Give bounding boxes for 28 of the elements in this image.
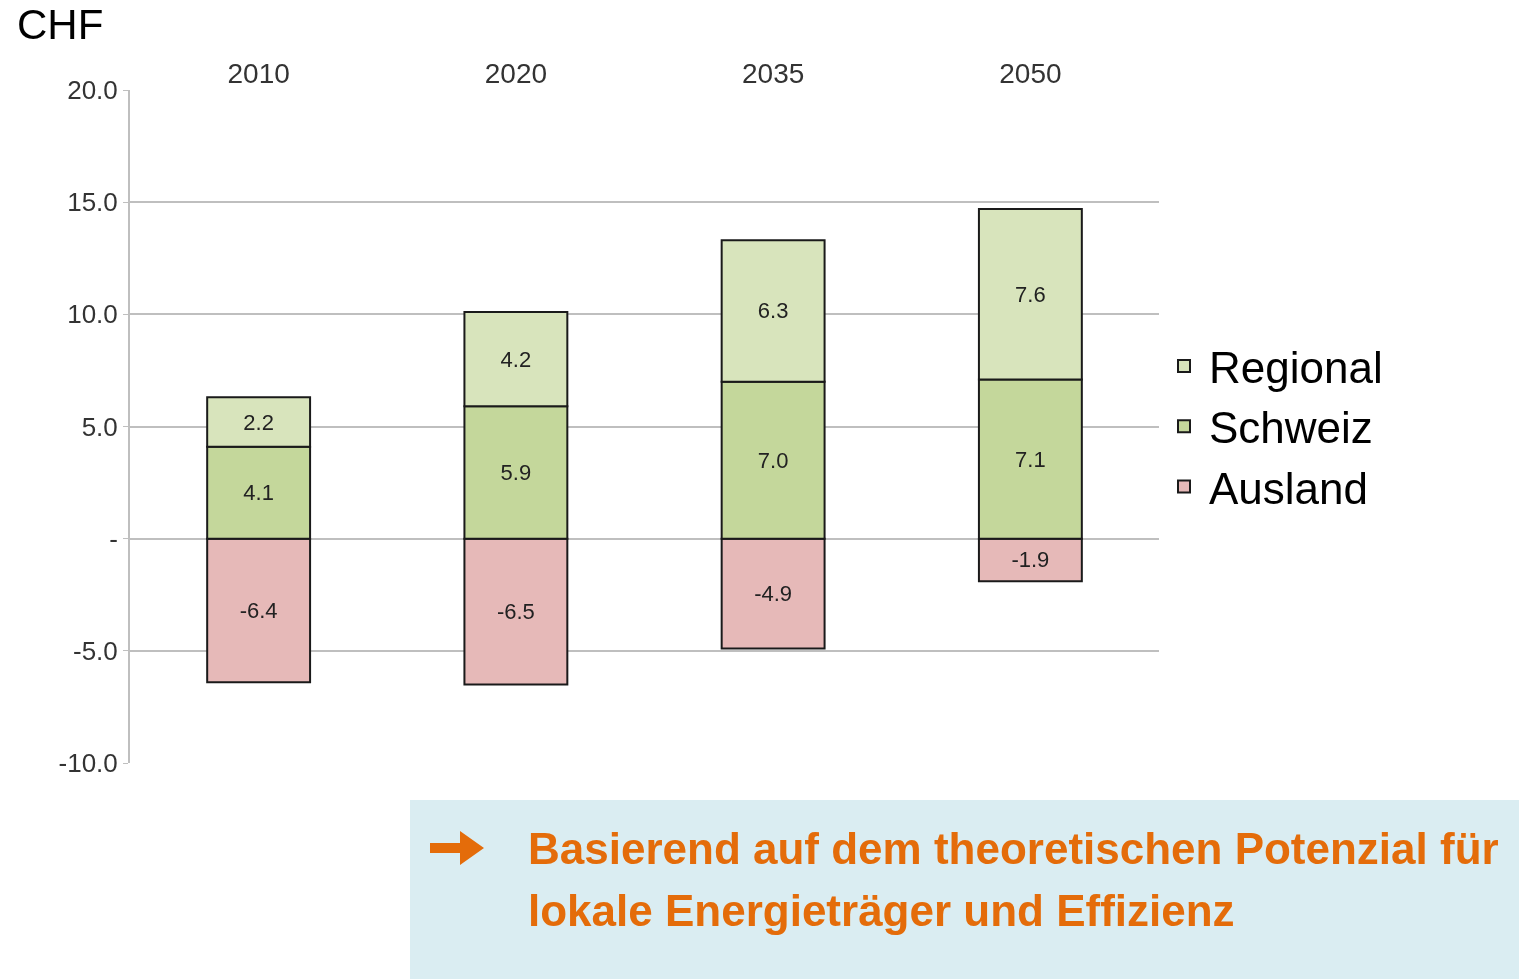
x-tick-label: 2020 xyxy=(484,58,548,90)
legend-label: Schweiz xyxy=(1209,403,1373,453)
y-tick-label: -10.0 xyxy=(58,748,118,779)
data-label: 2.2 xyxy=(243,409,274,435)
y-tick-label: 10.0 xyxy=(67,299,118,330)
y-axis-title: CHF xyxy=(17,1,104,48)
data-label: -1.9 xyxy=(1011,547,1050,573)
data-label: -6.5 xyxy=(496,599,535,625)
data-label: 6.3 xyxy=(757,298,789,324)
text: Basierend auf dem theoretischen Potenzial für lokale Energieträger und Effizienz xyxy=(528,823,1499,937)
y-tick-label: 15.0 xyxy=(67,187,118,218)
y-tick-label: 5.0 xyxy=(81,411,118,442)
legend-label: Ausland xyxy=(1209,463,1369,513)
data-label: 4.1 xyxy=(243,480,274,506)
y-tick-label: -5.0 xyxy=(72,635,118,666)
x-tick-label: 2050 xyxy=(999,58,1062,90)
data-label: 5.9 xyxy=(500,459,532,485)
x-tick-label: 2010 xyxy=(227,58,290,90)
data-label: 4.2 xyxy=(500,346,532,372)
data-label: 7.1 xyxy=(1015,446,1046,472)
data-label: -4.9 xyxy=(754,581,793,607)
data-label: 7.0 xyxy=(757,447,789,473)
x-tick-label: 2035 xyxy=(741,58,805,90)
data-label: 7.6 xyxy=(1015,281,1046,307)
legend-label: Regional xyxy=(1209,343,1383,393)
y-tick-label: 20.0 xyxy=(67,75,118,106)
y-tick-label: - xyxy=(109,523,118,554)
data-label: -6.4 xyxy=(239,597,278,623)
